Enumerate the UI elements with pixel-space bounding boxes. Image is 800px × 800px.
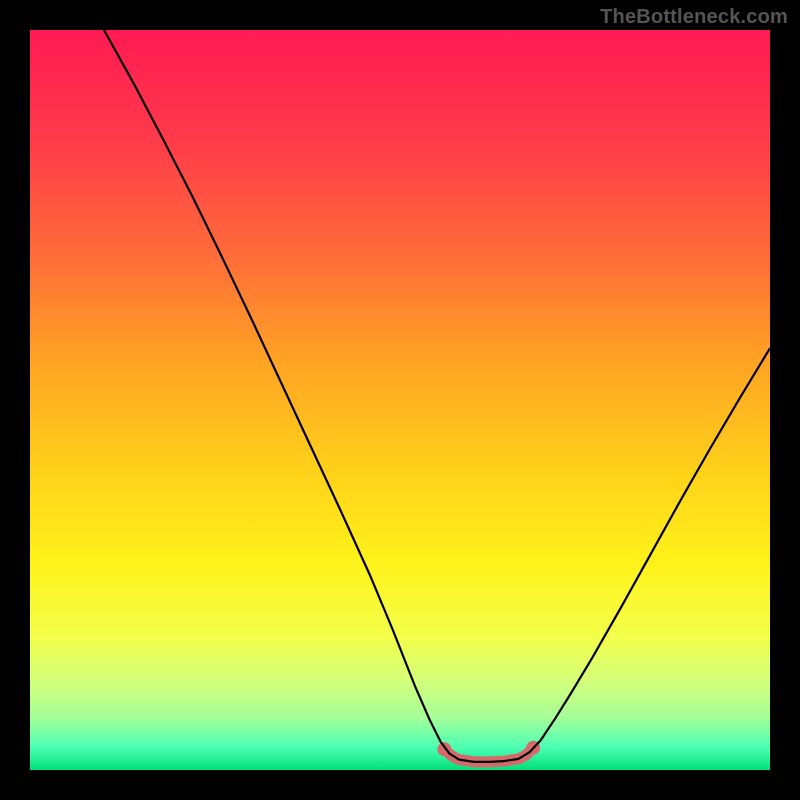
- watermark-label: TheBottleneck.com: [600, 6, 788, 29]
- chart-container: TheBottleneck.com: [0, 0, 800, 800]
- bottleneck-curve-chart: [0, 0, 800, 800]
